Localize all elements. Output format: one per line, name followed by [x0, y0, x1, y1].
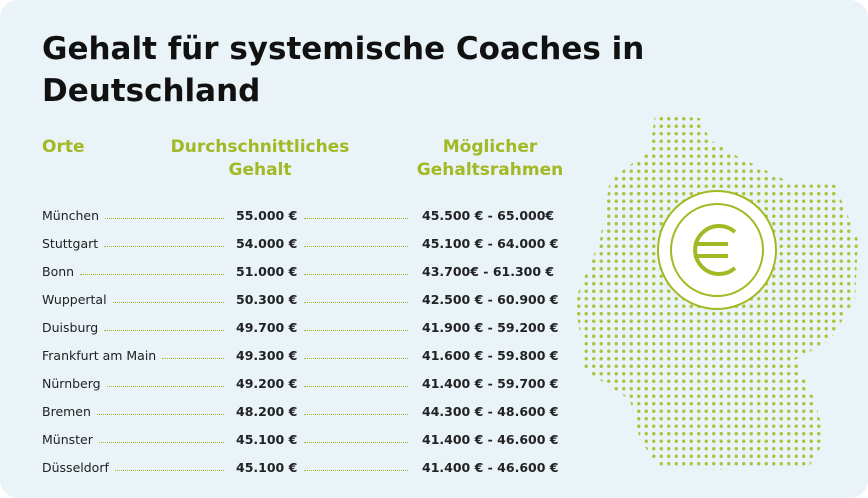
city: Münster [42, 432, 93, 447]
leader-dots [304, 385, 408, 387]
salary-range: 42.500 € - 60.900 € [422, 292, 559, 307]
average-salary: 49.300 € [236, 348, 298, 363]
leader-dots [112, 301, 224, 303]
leader-dots [104, 329, 224, 331]
salary-range: 41.400 € - 46.600 € [422, 460, 559, 475]
leader-dots [162, 357, 224, 359]
leader-dots [304, 357, 408, 359]
table-row: Bremen 48.200 € 44.300 € - 48.600 € [42, 399, 562, 419]
leader-dots [105, 217, 224, 219]
table-row: Münster 45.100 € 41.400 € - 46.600 € [42, 427, 562, 447]
city: Bonn [42, 264, 75, 279]
salary-range: 45.100 € - 64.000 € [422, 236, 559, 251]
leader-dots [304, 329, 408, 331]
salary-range: 43.700€ - 61.300 € [422, 264, 555, 279]
table-row: Wuppertal 50.300 € 42.500 € - 60.900 € [42, 287, 562, 307]
leader-dots [304, 413, 408, 415]
table-row: Düsseldorf 45.100 € 41.400 € - 46.600 € [42, 455, 562, 475]
city: Frankfurt am Main [42, 348, 157, 363]
city: Wuppertal [42, 292, 107, 307]
leader-dots [304, 301, 408, 303]
average-salary: 48.200 € [236, 404, 298, 419]
leader-dots [96, 413, 224, 415]
leader-dots [104, 245, 224, 247]
leader-dots [114, 469, 224, 471]
leader-dots [106, 385, 224, 387]
leader-dots [80, 273, 224, 275]
germany-map [575, 115, 858, 470]
city: Stuttgart [42, 236, 99, 251]
leader-dots [304, 441, 408, 443]
salary-range: 41.600 € - 59.800 € [422, 348, 559, 363]
city: München [42, 208, 100, 223]
city: Nürnberg [42, 376, 101, 391]
leader-dots [304, 217, 408, 219]
table-row: Stuttgart 54.000 € 45.100 € - 64.000 € [42, 231, 562, 251]
leader-dots [98, 441, 224, 443]
column-header: Möglicher Gehaltsrahmen [416, 137, 564, 180]
average-salary: 54.000 € [236, 236, 298, 251]
city: Bremen [42, 404, 91, 419]
column-header: Orte [42, 137, 85, 157]
average-salary: 51.000 € [236, 264, 298, 279]
table-row: Nürnberg 49.200 € 41.400 € - 59.700 € [42, 371, 562, 391]
leader-dots [304, 273, 408, 275]
leader-dots [304, 469, 408, 471]
average-salary: 55.000 € [236, 208, 298, 223]
average-salary: 50.300 € [236, 292, 298, 307]
table-row: Duisburg 49.700 € 41.900 € - 59.200 € [42, 315, 562, 335]
average-salary: 49.700 € [236, 320, 298, 335]
salary-range: 44.300 € - 48.600 € [422, 404, 559, 419]
average-salary: 45.100 € [236, 460, 298, 475]
city: Düsseldorf [42, 460, 109, 475]
salary-range: 45.500 € - 65.000€ [422, 208, 555, 223]
average-salary: 49.200 € [236, 376, 298, 391]
table-row: München 55.000 € 45.500 € - 65.000€ [42, 203, 562, 223]
table-row: Bonn 51.000 € 43.700€ - 61.300 € [42, 259, 562, 279]
salary-range: 41.400 € - 59.700 € [422, 376, 559, 391]
column-header: Durchschnittliches Gehalt [170, 137, 350, 180]
city: Duisburg [42, 320, 99, 335]
title: Gehalt für systemische Coaches in Deutsc… [42, 31, 645, 109]
average-salary: 45.100 € [236, 432, 298, 447]
salary-range: 41.400 € - 46.600 € [422, 432, 559, 447]
table-row: Frankfurt am Main 49.300 € 41.600 € - 59.8… [42, 343, 562, 363]
leader-dots [304, 245, 408, 247]
salary-range: 41.900 € - 59.200 € [422, 320, 559, 335]
